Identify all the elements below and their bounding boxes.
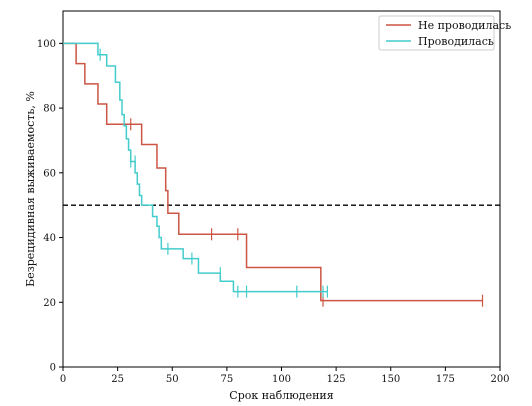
x-axis: 0 25 50 75 100 125 150 175 200: [60, 367, 510, 385]
y-tick-label-1: 20: [43, 298, 56, 309]
x-tick-label-1: 25: [111, 374, 124, 385]
series-layer: [63, 42, 484, 307]
y-tick-label-2: 40: [43, 233, 56, 244]
y-tick-label-5: 100: [37, 39, 56, 50]
legend-label-ne-provodilas: Не проводилась: [418, 19, 511, 32]
x-tick-label-2: 50: [166, 374, 179, 385]
y-axis: 0 20 40 60 80 100: [37, 39, 63, 374]
y-tick-label-3: 60: [43, 168, 56, 179]
x-tick-label-4: 100: [272, 374, 291, 385]
legend-label-provodilas: Проводилась: [418, 35, 494, 48]
x-tick-label-0: 0: [60, 374, 66, 385]
x-tick-label-7: 175: [436, 374, 455, 385]
x-tick-label-8: 200: [490, 374, 509, 385]
legend: Не проводилась Проводилась: [378, 15, 511, 51]
x-axis-label: Срок наблюдения: [229, 389, 333, 402]
x-tick-label-6: 150: [381, 374, 400, 385]
y-tick-label-0: 0: [50, 363, 56, 374]
x-tick-label-3: 75: [221, 374, 234, 385]
y-tick-label-4: 80: [43, 104, 56, 115]
y-axis-label: Безрецидивная выживаемость, %: [24, 91, 37, 287]
series-line-1: [63, 42, 328, 293]
x-tick-label-5: 125: [327, 374, 346, 385]
plot-frame: [62, 10, 501, 368]
series-line-0: [63, 42, 483, 302]
